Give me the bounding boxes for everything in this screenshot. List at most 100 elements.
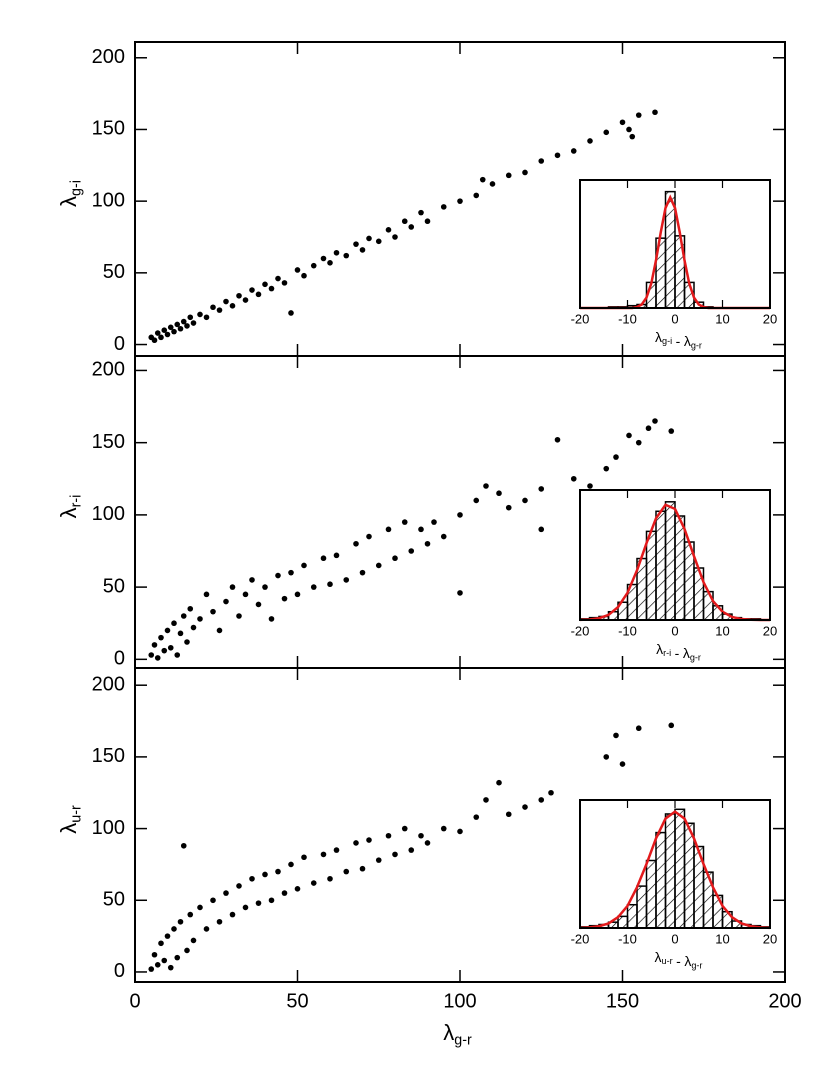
x-tick-label: 50 bbox=[286, 990, 308, 1012]
point bbox=[473, 814, 480, 820]
y-tick-label: 100 bbox=[92, 503, 125, 525]
histogram-bar bbox=[636, 885, 648, 929]
point bbox=[635, 439, 642, 446]
point bbox=[392, 555, 398, 562]
point bbox=[288, 310, 294, 316]
label-text: - bbox=[676, 953, 681, 969]
point bbox=[174, 652, 181, 658]
label-symbol: λ bbox=[56, 507, 81, 518]
point bbox=[343, 577, 350, 583]
point bbox=[174, 321, 181, 328]
label-text: - bbox=[675, 645, 680, 661]
label-subscript: g-i bbox=[662, 337, 672, 347]
point bbox=[408, 224, 415, 230]
point bbox=[587, 138, 593, 144]
inset-x-tick-label: 20 bbox=[763, 623, 777, 638]
point bbox=[255, 601, 262, 608]
point bbox=[174, 954, 181, 961]
point bbox=[268, 616, 275, 622]
point bbox=[281, 280, 288, 286]
point bbox=[262, 584, 268, 590]
point bbox=[268, 897, 275, 904]
point bbox=[275, 275, 281, 282]
x-tick-label: 200 bbox=[768, 990, 801, 1012]
y-tick-label: 0 bbox=[114, 648, 125, 670]
point bbox=[366, 235, 372, 242]
fit-curve bbox=[579, 810, 771, 930]
y-tick-label: 0 bbox=[114, 333, 125, 355]
y-axis-label: λr-i bbox=[56, 495, 85, 519]
point bbox=[236, 883, 242, 889]
point bbox=[249, 287, 255, 293]
point bbox=[473, 497, 480, 504]
point bbox=[401, 519, 408, 525]
point bbox=[177, 630, 184, 637]
y-tick-label: 50 bbox=[103, 575, 125, 597]
histogram-bar bbox=[645, 859, 657, 929]
point bbox=[197, 311, 203, 318]
inset-x-tick-label: 10 bbox=[715, 931, 729, 946]
y-tick-label: 150 bbox=[92, 745, 125, 767]
point bbox=[570, 475, 577, 482]
inset-x-tick-label: 0 bbox=[671, 311, 678, 326]
point bbox=[164, 627, 171, 634]
point bbox=[538, 158, 545, 164]
point bbox=[161, 327, 168, 333]
point bbox=[148, 966, 155, 972]
point bbox=[353, 241, 359, 247]
point bbox=[171, 926, 177, 932]
point bbox=[197, 616, 203, 622]
point bbox=[242, 297, 249, 303]
point bbox=[268, 285, 275, 292]
label-subscript: g-r bbox=[454, 1032, 472, 1048]
point bbox=[327, 581, 333, 588]
label-subscript: g-i bbox=[68, 180, 84, 196]
inset-x-tick-label: -20 bbox=[571, 311, 590, 326]
point bbox=[385, 832, 392, 839]
point bbox=[197, 904, 203, 911]
point bbox=[216, 918, 223, 925]
point bbox=[154, 330, 161, 336]
point bbox=[548, 789, 554, 796]
histogram-bar bbox=[674, 808, 686, 929]
label-subscript: r-i bbox=[663, 649, 671, 659]
point bbox=[505, 172, 512, 179]
y-tick-label: 50 bbox=[103, 261, 125, 283]
point bbox=[190, 320, 197, 326]
y-tick-label: 200 bbox=[92, 46, 125, 68]
inset-x-tick-label: 10 bbox=[715, 311, 729, 326]
point bbox=[440, 825, 447, 832]
point bbox=[223, 890, 229, 896]
point bbox=[180, 613, 187, 619]
histogram-bar bbox=[674, 515, 686, 621]
point bbox=[554, 152, 561, 159]
point bbox=[333, 249, 340, 256]
point bbox=[489, 181, 496, 187]
plot-frame bbox=[134, 667, 786, 983]
point bbox=[392, 234, 398, 240]
inset-x-tick-label: 0 bbox=[671, 931, 678, 946]
point bbox=[294, 886, 301, 892]
point bbox=[210, 608, 216, 615]
label-subscript: g-r bbox=[691, 341, 702, 351]
point bbox=[281, 595, 288, 602]
point bbox=[327, 875, 333, 882]
point bbox=[538, 797, 545, 803]
point bbox=[522, 804, 528, 810]
inset-x-axis-label: λu-r - λg-r bbox=[655, 949, 703, 971]
point bbox=[184, 947, 190, 954]
inset-x-tick-label: 20 bbox=[763, 931, 777, 946]
point bbox=[236, 613, 242, 619]
point bbox=[151, 951, 158, 958]
point bbox=[603, 129, 610, 136]
point bbox=[645, 425, 652, 432]
point bbox=[171, 328, 177, 335]
point bbox=[375, 238, 382, 245]
inset-frame bbox=[579, 179, 771, 309]
point bbox=[255, 900, 262, 906]
point bbox=[275, 572, 281, 579]
point bbox=[603, 754, 610, 760]
point bbox=[187, 911, 194, 918]
point bbox=[171, 620, 177, 627]
